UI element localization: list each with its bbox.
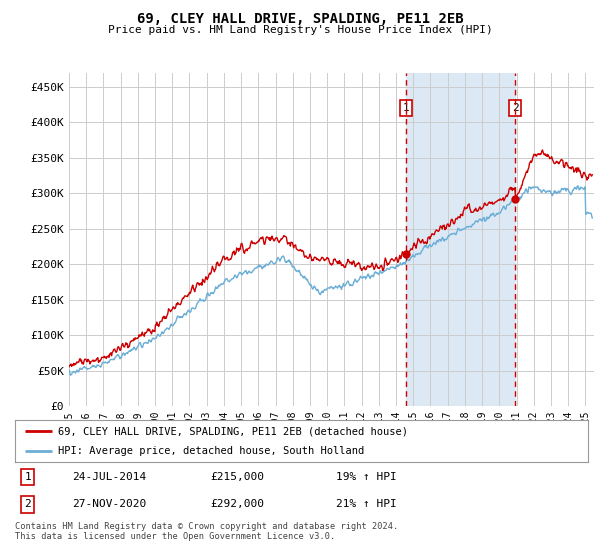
Text: 27-NOV-2020: 27-NOV-2020 — [73, 500, 146, 509]
Text: 1: 1 — [24, 472, 31, 482]
Text: 2: 2 — [512, 103, 518, 113]
Text: 1: 1 — [403, 103, 409, 113]
Text: 24-JUL-2014: 24-JUL-2014 — [73, 472, 146, 482]
Text: Price paid vs. HM Land Registry's House Price Index (HPI): Price paid vs. HM Land Registry's House … — [107, 25, 493, 35]
Text: HPI: Average price, detached house, South Holland: HPI: Average price, detached house, Sout… — [58, 446, 364, 456]
Text: £215,000: £215,000 — [210, 472, 264, 482]
Text: £292,000: £292,000 — [210, 500, 264, 509]
Text: 21% ↑ HPI: 21% ↑ HPI — [336, 500, 397, 509]
Bar — [406, 73, 515, 406]
Text: 19% ↑ HPI: 19% ↑ HPI — [336, 472, 397, 482]
Text: 69, CLEY HALL DRIVE, SPALDING, PE11 2EB (detached house): 69, CLEY HALL DRIVE, SPALDING, PE11 2EB … — [58, 426, 408, 436]
Text: 69, CLEY HALL DRIVE, SPALDING, PE11 2EB: 69, CLEY HALL DRIVE, SPALDING, PE11 2EB — [137, 12, 463, 26]
Text: Contains HM Land Registry data © Crown copyright and database right 2024.
This d: Contains HM Land Registry data © Crown c… — [15, 522, 398, 542]
Text: 2: 2 — [24, 500, 31, 509]
